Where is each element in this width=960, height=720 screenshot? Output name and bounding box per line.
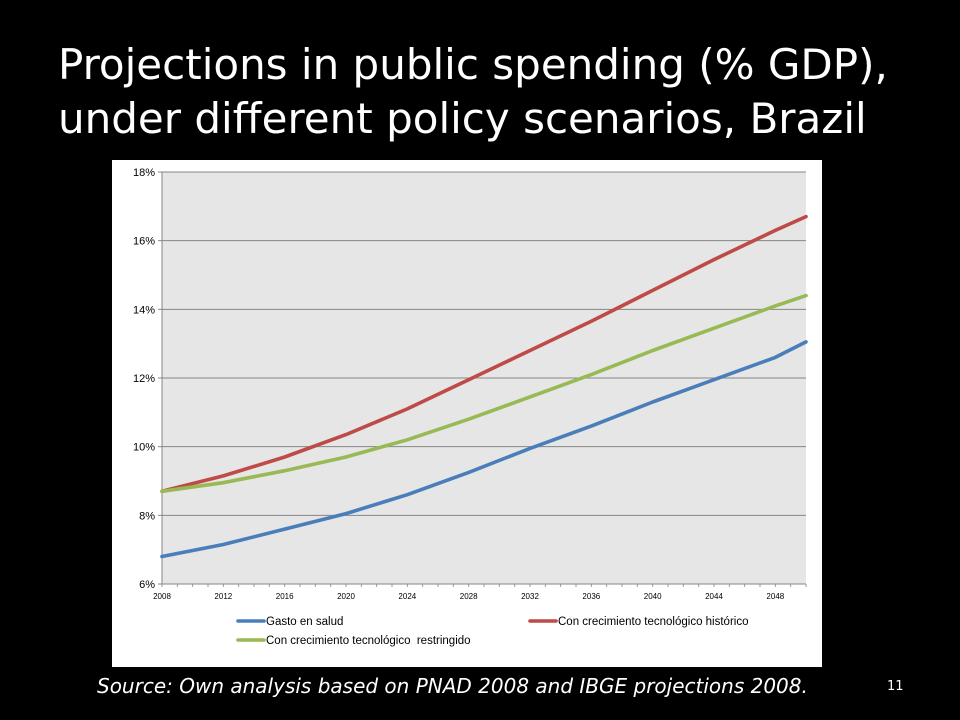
x-tick-label: 2016 [276,592,294,601]
x-tick-label: 2012 [214,592,232,601]
series-line-1 [160,340,808,559]
legend-label-3: Con crecimiento tecnológico restringido [266,635,471,647]
x-tick-label: 2040 [644,592,662,601]
slide-title-line-1: Projections in public spending (% GDP), [58,40,888,89]
slide-title-line-2: under different policy scenarios, Brazil [58,94,867,143]
x-tick-label: 2048 [766,592,784,601]
series-line-2 [160,214,808,494]
y-tick-label: 10% [133,442,155,454]
source-note: Source: Own analysis based on PNAD 2008 … [97,674,808,698]
y-tick-label: 14% [133,304,155,316]
legend-label-1: Gasto en salud [266,616,343,628]
legend-label-2: Con crecimiento tecnológico histórico [558,616,748,628]
x-tick-label: 2008 [153,592,171,601]
y-tick-label: 18% [133,167,155,179]
x-tick-label: 2036 [582,592,600,601]
slide-title: Projections in public spending (% GDP), … [58,38,938,146]
x-tick-label: 2020 [337,592,355,601]
x-tick-label: 2028 [460,592,478,601]
chart-container: 6% 8% 10% 12% 14% 16% 18% 2008 2012 2016 2020 2024 2… [112,160,822,667]
y-tick-label: 6% [139,579,155,591]
x-tick-label: 2024 [398,592,416,601]
y-tick-label: 8% [139,510,155,522]
line-chart: 6% 8% 10% 12% 14% 16% 18% 2008 2012 2016 2020 2024 2… [133,167,808,647]
series-line-3 [160,293,808,494]
y-tick-label: 12% [133,373,155,385]
x-tick-label: 2032 [521,592,539,601]
y-tick-label: 16% [133,236,155,248]
x-tick-label: 2044 [705,592,723,601]
page-number: 11 [887,679,904,694]
